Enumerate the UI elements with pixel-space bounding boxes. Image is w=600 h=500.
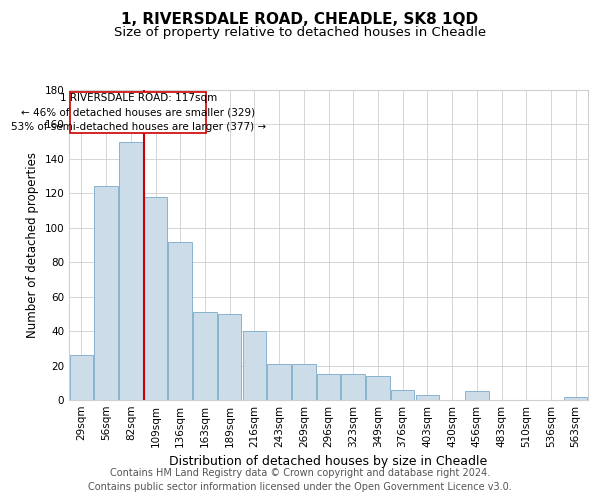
Bar (94, 186, 118, 400)
Bar (564, 396, 587, 400)
Bar (465, 392, 488, 400)
Bar (144, 197, 167, 400)
Bar (268, 364, 291, 400)
Bar (366, 376, 389, 400)
Text: 1 RIVERSDALE ROAD: 117sqm
← 46% of detached houses are smaller (329)
53% of semi: 1 RIVERSDALE ROAD: 117sqm ← 46% of detac… (11, 92, 266, 132)
Bar (416, 395, 439, 400)
Text: 1, RIVERSDALE ROAD, CHEADLE, SK8 1QD: 1, RIVERSDALE ROAD, CHEADLE, SK8 1QD (121, 12, 479, 28)
X-axis label: Distribution of detached houses by size in Cheadle: Distribution of detached houses by size … (169, 456, 488, 468)
Bar (193, 312, 217, 400)
Bar (391, 390, 415, 400)
FancyBboxPatch shape (70, 92, 206, 133)
Bar (292, 364, 316, 400)
Bar (218, 314, 241, 400)
Bar (70, 355, 93, 400)
Text: Contains HM Land Registry data © Crown copyright and database right 2024.
Contai: Contains HM Land Registry data © Crown c… (88, 468, 512, 492)
Bar (169, 242, 192, 400)
Y-axis label: Number of detached properties: Number of detached properties (26, 152, 39, 338)
Bar (242, 331, 266, 400)
Text: Size of property relative to detached houses in Cheadle: Size of property relative to detached ho… (114, 26, 486, 39)
Bar (317, 374, 340, 400)
Bar (341, 374, 365, 400)
Bar (119, 142, 143, 400)
